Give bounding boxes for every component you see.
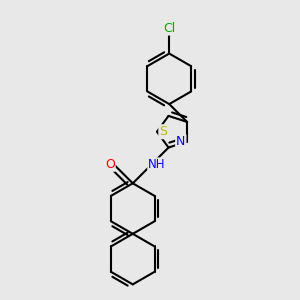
Text: NH: NH (148, 158, 166, 171)
Text: N: N (176, 135, 185, 148)
Text: Cl: Cl (163, 22, 176, 34)
Text: O: O (105, 158, 115, 171)
Text: S: S (159, 125, 167, 138)
